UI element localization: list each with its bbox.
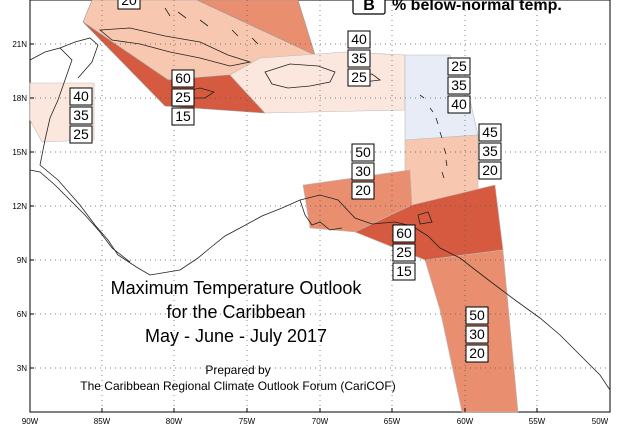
lat-labels: 21N 18N 15N 12N 9N 6N 3N bbox=[12, 40, 34, 373]
value-cell-bg bbox=[347, 68, 371, 87]
value-cell: 30 bbox=[355, 163, 371, 179]
value-cell-bg bbox=[69, 106, 93, 125]
title-line-2: for the Caribbean bbox=[166, 302, 305, 322]
value-cell: 20 bbox=[469, 345, 485, 361]
value-cell: 25 bbox=[73, 126, 89, 142]
lon-labels: 90W 85W 80W 75W 70W 65W 60W 55W 50W bbox=[22, 408, 611, 426]
value-cell-bg bbox=[465, 306, 489, 325]
value-cell: 50 bbox=[469, 307, 485, 323]
lon-label: 85W bbox=[94, 417, 111, 426]
value-cell: 35 bbox=[73, 107, 89, 123]
value-box-north-bahamas: 20 bbox=[117, 0, 141, 10]
lat-label: 3N bbox=[17, 364, 27, 373]
value-cell: 40 bbox=[73, 88, 89, 104]
lon-label: 65W bbox=[384, 417, 401, 426]
lon-label: 70W bbox=[312, 417, 329, 426]
lon-label: 90W bbox=[22, 417, 39, 426]
value-cell-bg bbox=[478, 161, 502, 180]
value-box-trinidad-venezuela: 60 25 15 bbox=[392, 224, 416, 281]
lon-label: 80W bbox=[166, 417, 183, 426]
value-cell: 35 bbox=[451, 77, 467, 93]
organization: The Caribbean Regional Climate Outlook F… bbox=[80, 379, 395, 393]
value-cell: 25 bbox=[175, 89, 191, 105]
value-cell-bg bbox=[447, 57, 471, 76]
lat-label: 15N bbox=[12, 148, 27, 157]
value-cell-bg bbox=[117, 0, 141, 10]
value-cell-bg bbox=[478, 123, 502, 142]
value-cell: 50 bbox=[355, 144, 371, 160]
value-cell-bg bbox=[347, 30, 371, 49]
value-cell-bg bbox=[171, 107, 195, 126]
value-cell: 45 bbox=[482, 124, 498, 140]
value-cell-bg bbox=[171, 69, 195, 88]
lat-label: 12N bbox=[12, 202, 27, 211]
value-cell-bg bbox=[465, 325, 489, 344]
legend-text: % below-normal temp. bbox=[392, 0, 562, 14]
lat-label: 9N bbox=[17, 256, 27, 265]
value-cell-bg bbox=[392, 262, 416, 281]
graticule bbox=[30, 0, 610, 412]
value-cell: 15 bbox=[396, 263, 412, 279]
value-cell-bg bbox=[69, 125, 93, 144]
value-cell-bg bbox=[465, 344, 489, 363]
value-cell-bg bbox=[347, 49, 371, 68]
lat-label: 21N bbox=[12, 40, 27, 49]
legend-box bbox=[352, 0, 386, 15]
map-title: Maximum Temperature Outlook for the Cari… bbox=[80, 278, 395, 393]
value-cell: 25 bbox=[351, 69, 367, 85]
title-line-1: Maximum Temperature Outlook bbox=[111, 278, 363, 298]
value-cell-bg bbox=[447, 76, 471, 95]
lon-label: 55W bbox=[529, 417, 546, 426]
value-cell: 40 bbox=[351, 31, 367, 47]
value-cell: 30 bbox=[469, 326, 485, 342]
value-cell-bg bbox=[392, 243, 416, 262]
legend-letter: B bbox=[363, 0, 375, 14]
value-cell-bg bbox=[392, 224, 416, 243]
lon-label: 60W bbox=[457, 417, 474, 426]
value-cell: 35 bbox=[351, 50, 367, 66]
value-box-guianas: 50 30 20 bbox=[465, 306, 489, 363]
value-box-windward-islands: 45 35 20 bbox=[478, 123, 502, 180]
value-cell: 35 bbox=[482, 143, 498, 159]
lat-label: 18N bbox=[12, 94, 27, 103]
prepared-by: Prepared by bbox=[205, 363, 270, 377]
value-box-abc-islands: 50 30 20 bbox=[351, 143, 375, 200]
value-box-cuba-cayman: 60 25 15 bbox=[171, 69, 195, 126]
value-cell-bg bbox=[351, 162, 375, 181]
value-box-belize-yucatan: 40 35 25 bbox=[69, 87, 93, 144]
title-line-3: May - June - July 2017 bbox=[145, 326, 327, 346]
value-boxes: 20 40 35 25 60 25 15 40 35 25 25 35 40 45 35 20 50 30 20 60… bbox=[69, 0, 502, 363]
lon-label: 75W bbox=[239, 417, 256, 426]
lat-label: 6N bbox=[17, 310, 27, 319]
value-cell: 20 bbox=[482, 162, 498, 178]
region-hispaniola-puerto-rico bbox=[229, 51, 406, 114]
value-cell: 15 bbox=[175, 108, 191, 124]
value-cell-bg bbox=[69, 87, 93, 106]
region-bahamas-medium bbox=[196, 0, 316, 56]
value-cell: 60 bbox=[396, 225, 412, 241]
value-cell-bg bbox=[171, 88, 195, 107]
value-cell-bg bbox=[478, 142, 502, 161]
value-cell-bg bbox=[351, 181, 375, 200]
value-cell: 25 bbox=[451, 58, 467, 74]
value-cell-bg bbox=[447, 95, 471, 114]
value-cell: 60 bbox=[175, 70, 191, 86]
value-cell: 20 bbox=[355, 182, 371, 198]
value-cell: 25 bbox=[396, 244, 412, 260]
value-box-hispaniola-puerto-rico: 40 35 25 bbox=[347, 30, 371, 87]
lon-label: 50W bbox=[592, 417, 609, 426]
value-cell: 20 bbox=[121, 0, 137, 8]
value-box-leeward-islands: 25 35 40 bbox=[447, 57, 471, 114]
value-cell-bg bbox=[351, 143, 375, 162]
legend: B % below-normal temp. bbox=[352, 0, 562, 15]
value-cell: 40 bbox=[451, 96, 467, 112]
